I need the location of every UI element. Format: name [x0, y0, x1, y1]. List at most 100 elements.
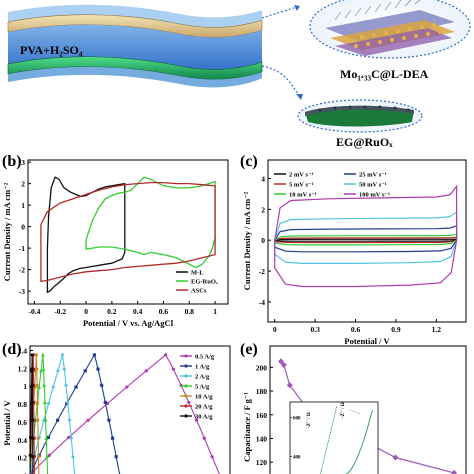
legend-label: ASCs — [191, 288, 207, 295]
legend-marker — [184, 354, 188, 358]
series-marker — [60, 352, 65, 357]
inset-y-tick-label: 400 — [293, 455, 301, 460]
series-marker — [107, 418, 111, 422]
legend-marker — [184, 374, 188, 378]
series-marker — [46, 435, 51, 440]
series-marker — [35, 400, 40, 405]
y-tick-label: -2 — [19, 266, 25, 275]
y-tick-label: 200 — [256, 363, 268, 372]
inset-y-axis-label: -Z'' / Ω — [307, 412, 312, 428]
y-tick-label: 3 — [21, 158, 25, 167]
x-axis-label: Potential / V — [344, 336, 390, 346]
series-marker — [35, 383, 39, 387]
y-tick-label: 0 — [261, 236, 265, 245]
cv-chart-c: 0 0.3 0.6 0.9 1.2 -4 -2 0 2 4 Potential / V Current… — [242, 159, 467, 346]
gel-electrolyte-body — [8, 24, 262, 70]
series-marker — [30, 383, 34, 387]
y-axis-label: Current Density / mA cm⁻² — [2, 182, 12, 281]
gcd-chart-d: 0 0.2 0.4 0.6 0.8 1 1.2 1.4 Potential / V 0.5 A/g… — [2, 345, 231, 474]
series-marker — [35, 367, 39, 371]
series-marker — [86, 418, 90, 422]
series-marker — [69, 436, 74, 441]
series-marker — [65, 401, 69, 406]
y-tick-label: 0.4 — [18, 436, 28, 445]
series-marker — [96, 367, 100, 371]
y-tick-label: 120 — [256, 458, 268, 467]
series-marker — [114, 455, 118, 459]
legend-label: 2 mV s⁻¹ — [289, 172, 313, 179]
legend-marker — [184, 384, 188, 388]
series-marker — [46, 401, 51, 406]
series-marker — [100, 383, 104, 387]
y-axis-label: Potential / V — [2, 400, 12, 446]
series-marker — [65, 400, 70, 405]
cv-chart-b: -0.4 -0.2 0 0.2 0.4 0.6 0.8 1 -3 -2 -1 0 1 2 3 Potentia… — [2, 158, 229, 328]
series-marker — [125, 385, 129, 389]
capacitance-chart-e: 120 140 160 180 200 Capacitance / F g⁻¹ 400 600… — [242, 345, 467, 474]
plot-frame — [269, 345, 467, 474]
x-tick-label: 0.3 — [310, 325, 320, 334]
series-marker — [44, 436, 49, 440]
series-marker — [56, 418, 60, 422]
panel-label-c: (c) — [240, 153, 258, 170]
plot-frame — [27, 159, 229, 305]
series-marker — [44, 454, 49, 459]
series-marker — [451, 469, 458, 474]
legend-label: M-L — [191, 270, 204, 277]
y-tick-label: 1.4 — [18, 346, 28, 355]
eis-inset: 400 600 -Z'' / Ω -Z'' / Ω — [289, 401, 379, 474]
y-tick-label: 0.6 — [18, 418, 28, 427]
series-marker — [67, 418, 72, 423]
series-marker — [55, 368, 60, 373]
arrow-head-bottom — [296, 94, 303, 100]
y-tick-label: 1.2 — [18, 364, 28, 373]
eg-ruox-inset: EG@RuOₓ — [297, 99, 423, 149]
inset-y-tick-label: 600 — [293, 417, 301, 422]
series-marker — [286, 382, 293, 389]
legend-label: 10 A/g — [195, 394, 213, 401]
series-marker — [28, 453, 32, 458]
series-marker — [30, 418, 35, 422]
x-tick-label: 1.2 — [432, 325, 442, 334]
series-marker — [39, 368, 44, 373]
schematic-device: PVA+H₂SO₄ — [7, 4, 263, 88]
y-axis-label: Capacitance / F g⁻¹ — [242, 392, 252, 462]
panel-label-d: (d) — [2, 341, 22, 358]
arrow-head-top — [294, 5, 300, 11]
series-marker — [187, 400, 191, 405]
series-marker — [64, 383, 69, 388]
series-marker — [144, 369, 148, 373]
series-marker — [392, 454, 399, 461]
x-tick-label: 0.2 — [107, 307, 117, 316]
series-marker — [62, 367, 67, 372]
series-marker — [74, 385, 78, 389]
x-tick-label: -0.4 — [29, 307, 41, 316]
series-marker — [51, 385, 56, 390]
legend-label: 10 mV s⁻¹ — [289, 192, 317, 199]
y-tick-label: 1 — [21, 201, 25, 210]
legend-marker — [184, 404, 188, 408]
y-tick-label: -1 — [19, 244, 25, 253]
series-marker — [42, 383, 47, 387]
series-marker — [36, 418, 40, 422]
series-loop — [274, 238, 458, 242]
series-line — [85, 176, 216, 269]
series-marker — [31, 455, 35, 459]
series-marker — [30, 367, 34, 371]
series-line — [30, 354, 220, 474]
inset-curve — [345, 409, 373, 474]
y-tick-label: 0.8 — [18, 400, 28, 409]
mxene-structure-inset: Mo₁.₃₃C@L-DEA — [309, 0, 471, 81]
plot-frame — [29, 345, 231, 474]
legend-marker — [184, 394, 188, 398]
inset-frame — [289, 401, 379, 474]
series-marker — [43, 418, 48, 422]
legend-label: 5 mV s⁻¹ — [289, 182, 313, 189]
legend-label: 20 A/g — [195, 404, 213, 411]
series-marker — [47, 453, 51, 458]
series-marker — [40, 352, 45, 357]
y-tick-label: 180 — [256, 387, 268, 396]
legend-label: EG-RuOₓ — [191, 279, 218, 286]
x-tick-label: 0 — [273, 325, 277, 334]
